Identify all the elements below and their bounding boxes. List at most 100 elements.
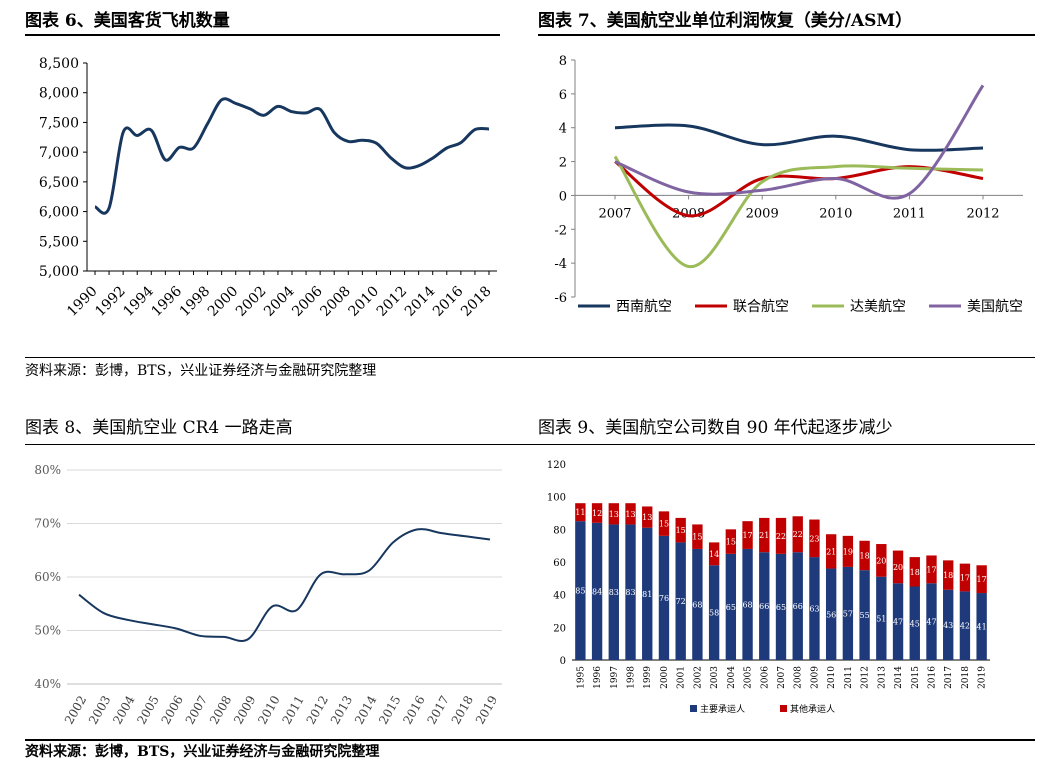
fig8-x-tick-label: 2013 xyxy=(328,693,355,726)
fig9-bar-other-label: 22 xyxy=(776,532,786,541)
fig9-bar-other-label: 18 xyxy=(943,571,953,580)
fig6-series-line xyxy=(94,97,490,215)
fig8-series-line xyxy=(78,528,491,642)
fig9-bar-other-label: 15 xyxy=(692,533,702,542)
fig8-title: 图表 8、美国航空业 CR4 一路走高 xyxy=(25,418,293,438)
fig9-bar-major-label: 51 xyxy=(876,614,886,623)
fig9-bar-major-label: 47 xyxy=(893,618,903,627)
fig8-y-tick-label: 60% xyxy=(34,570,61,584)
fig7-y-tick-label: -4 xyxy=(554,257,567,272)
fig9-x-tick-label: 2006 xyxy=(760,666,770,689)
fig8-x-tick-label: 2016 xyxy=(400,693,427,726)
fig6-x-tick-label: 1998 xyxy=(177,283,214,320)
fig9-bar-other xyxy=(792,516,803,553)
fig9-bar-major xyxy=(976,593,987,660)
fig9-bar-other-label: 17 xyxy=(926,565,936,574)
fig6-x-tick-label: 1992 xyxy=(92,283,129,320)
fig9-bar-major-label: 55 xyxy=(860,611,870,620)
fig9-bar-major xyxy=(742,548,753,660)
fig6-x-tick-label: 2008 xyxy=(317,283,354,320)
fig9-x-tick-label: 2012 xyxy=(861,666,871,689)
fig7-x-tick-label: 2012 xyxy=(966,206,999,221)
fig7-x-tick-label: 2011 xyxy=(893,206,926,221)
fig9-y-tick-label: 60 xyxy=(553,558,566,569)
fig7-y-tick-label: -2 xyxy=(554,223,567,238)
fig9-x-tick-label: 2018 xyxy=(961,666,971,689)
fig6-y-tick-label: 6,000 xyxy=(39,205,79,221)
fig6-y-tick-label: 5,500 xyxy=(39,234,79,250)
fig9-bar-other xyxy=(742,521,753,549)
fig9-bar-other-label: 18 xyxy=(910,568,920,577)
fig9-bar-major xyxy=(892,583,904,660)
fig7-series-line-3 xyxy=(613,155,984,269)
fig6-x-tick-label: 1990 xyxy=(64,283,101,320)
fig8-y-tick-label: 50% xyxy=(34,624,61,638)
fig7-x-tick-label: 2009 xyxy=(746,206,779,221)
fig9-bar-other-label: 12 xyxy=(592,509,602,518)
fig7-y-tick-label: 6 xyxy=(559,88,567,103)
fig9-bar-other-label: 14 xyxy=(709,550,719,559)
fig9-x-tick-label: 2016 xyxy=(927,666,937,689)
fig9-x-tick-label: 2017 xyxy=(944,666,954,689)
fig7-legend-label: 联合航空 xyxy=(733,299,789,315)
fig9-bar-major xyxy=(575,521,586,660)
fig9-bar-major xyxy=(842,566,854,660)
fig9-x-tick-label: 2010 xyxy=(827,666,837,689)
fig9-bar-major xyxy=(759,552,770,660)
fig9-x-tick-label: 1998 xyxy=(627,666,637,689)
fig9-bar-major-label: 72 xyxy=(676,597,686,606)
fig9-bar-major xyxy=(692,548,703,660)
fig9-bar-major xyxy=(708,565,720,660)
fig9-bar-major xyxy=(658,535,670,660)
fig9-bar-major-label: 45 xyxy=(910,619,920,628)
fig6-y-tick-label: 8,500 xyxy=(39,56,79,72)
fig9-y-tick-label: 40 xyxy=(553,591,566,602)
fig9-bar-major-label: 84 xyxy=(592,587,602,596)
fig9-bar-other xyxy=(675,517,686,543)
fig8-x-tick-label: 2002 xyxy=(62,693,89,726)
fig8-y-tick-label: 70% xyxy=(34,517,61,531)
fig9-x-tick-label: 2001 xyxy=(677,666,687,689)
fig9-bar-other-label: 15 xyxy=(726,538,736,547)
fig9-x-tick-label: 1997 xyxy=(610,666,620,689)
fig9-bar-other-label: 17 xyxy=(977,575,987,584)
fig6-chart: 5,000 5,500 6,000 6,500 7,000 7,500 8,000 8,500… xyxy=(39,56,497,320)
fig6-x-tick-label: 2002 xyxy=(233,283,270,320)
fig8-x-tick-label: 2010 xyxy=(255,693,282,726)
fig8-x-tick-label: 2014 xyxy=(352,693,380,727)
fig9-bar-other-label: 20 xyxy=(876,556,886,565)
fig9-bar-major xyxy=(775,553,787,660)
fig8-x-tick-label: 2017 xyxy=(425,693,452,726)
fig9-bar-major xyxy=(825,568,837,660)
fig9-x-tick-label: 2005 xyxy=(744,666,754,689)
fig9-bar-other-label: 23 xyxy=(809,534,819,543)
fig6-x-tick-label: 2012 xyxy=(374,283,411,320)
fig9-bar-major xyxy=(876,576,887,660)
fig9-bar-major-label: 47 xyxy=(926,618,936,627)
fig9-bar-major xyxy=(959,591,971,660)
fig9-bar-major-label: 65 xyxy=(776,603,786,612)
fig9-bar-major-label: 66 xyxy=(793,602,803,611)
fig9-bar-other xyxy=(708,542,720,566)
fig9-bar-other xyxy=(926,555,937,584)
fig9-bar-other xyxy=(692,524,703,549)
fig9-bar-other xyxy=(842,535,854,567)
fig9-y-tick-label: 120 xyxy=(547,460,566,471)
fig7-title: 图表 7、美国航空业单位利润恢复（美分/ASM） xyxy=(538,11,913,31)
fig9-bar-other-label: 15 xyxy=(676,526,686,535)
fig9-legend-swatch xyxy=(690,705,697,712)
fig6-y-tick-label: 6,500 xyxy=(39,175,79,191)
fig9-bar-other xyxy=(892,550,904,584)
fig9-x-tick-label: 2019 xyxy=(978,666,988,689)
fig8-chart: 40%50%60%70%80%2002200320042005200620072… xyxy=(34,463,502,727)
fig7-series-line-2 xyxy=(614,160,984,218)
fig9-x-tick-label: 2011 xyxy=(844,666,854,689)
fig9-bar-major-label: 83 xyxy=(625,588,635,597)
fig9-bar-other-label: 20 xyxy=(893,563,903,572)
fig9-bar-major xyxy=(909,586,920,660)
fig6-x-tick-label: 2014 xyxy=(402,283,439,320)
fig9-bar-other-label: 21 xyxy=(826,547,836,556)
fig7-y-tick-label: -6 xyxy=(554,291,567,306)
fig9-bar-other xyxy=(658,511,670,536)
fig8-x-tick-label: 2012 xyxy=(304,693,331,726)
